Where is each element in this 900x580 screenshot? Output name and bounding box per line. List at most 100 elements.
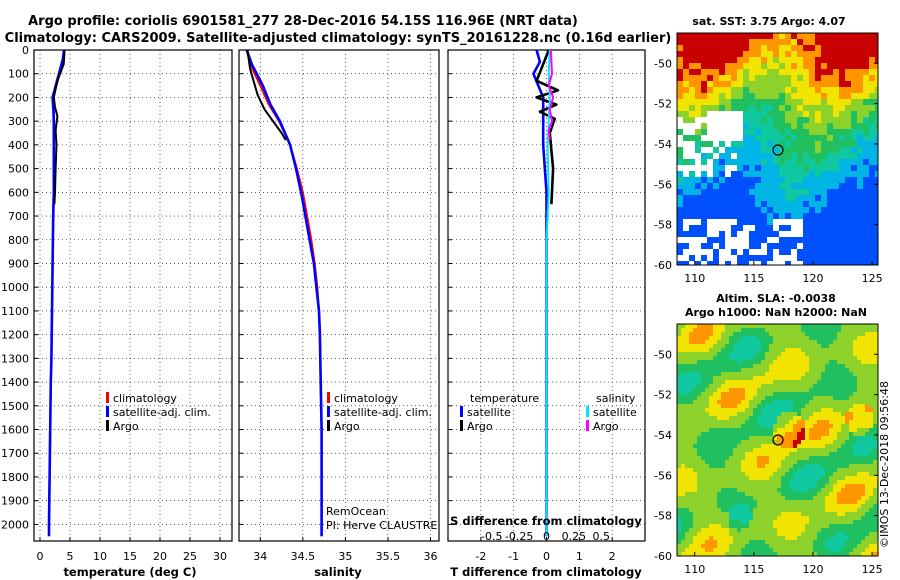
sla-cell (825, 536, 829, 540)
sst-cell (761, 81, 767, 87)
sla-cell (845, 380, 849, 384)
sla-cell (693, 380, 697, 384)
sla-cell (797, 412, 801, 416)
sla-cell (733, 364, 737, 368)
sst-cell (689, 93, 695, 99)
sst-cell (713, 129, 719, 135)
sla-cell (693, 404, 697, 408)
sst-cell (689, 147, 695, 153)
sla-cell (697, 428, 701, 432)
sst-cell (713, 105, 719, 111)
sla-cell (681, 532, 685, 536)
sla-cell (873, 432, 877, 436)
sla-cell (777, 364, 781, 368)
sla-cell (677, 504, 681, 508)
sla-cell (821, 532, 825, 536)
sla-cell (801, 484, 805, 488)
sla-cell (721, 400, 725, 404)
sla-cell (817, 512, 821, 516)
sla-cell (737, 540, 741, 544)
sst-cell (851, 87, 857, 93)
sst-cell (743, 141, 749, 147)
sla-cell (685, 360, 689, 364)
sst-cell (815, 153, 821, 159)
sla-cell (769, 480, 773, 484)
sla-cell (781, 544, 785, 548)
sst-cell (827, 81, 833, 87)
sst-cell (839, 45, 845, 51)
sla-cell (725, 356, 729, 360)
sla-cell (733, 424, 737, 428)
sla-cell (677, 540, 681, 544)
sst-cell (779, 231, 785, 237)
sst-cell (851, 51, 857, 57)
sla-cell (757, 456, 761, 460)
sla-cell (701, 368, 705, 372)
sla-cell (737, 460, 741, 464)
sst-cell (833, 141, 839, 147)
sla-cell (837, 436, 841, 440)
sst-cell (785, 87, 791, 93)
sla-cell (681, 428, 685, 432)
sla-cell (717, 364, 721, 368)
sla-cell (721, 512, 725, 516)
sst-cell (731, 45, 737, 51)
sla-cell (729, 488, 733, 492)
sla-cell (873, 440, 877, 444)
sla-cell (741, 444, 745, 448)
sla-cell (841, 524, 845, 528)
sla-cell (757, 328, 761, 332)
sst-cell (863, 141, 869, 147)
sla-cell (761, 496, 765, 500)
sla-cell (817, 520, 821, 524)
sla-cell (841, 464, 845, 468)
sla-cell (753, 444, 757, 448)
sla-cell (773, 544, 777, 548)
sla-cell (705, 432, 709, 436)
sla-cell (769, 400, 773, 404)
sla-cell (769, 420, 773, 424)
sla-cell (717, 516, 721, 520)
sla-cell (741, 496, 745, 500)
sla-cell (713, 452, 717, 456)
sla-cell (689, 512, 693, 516)
sla-cell (737, 392, 741, 396)
sla-cell (849, 448, 853, 452)
sst-cell (791, 141, 797, 147)
sla-cell (857, 516, 861, 520)
sst-cell (821, 195, 827, 201)
sst-cell (767, 129, 773, 135)
sla-cell (809, 488, 813, 492)
sla-cell (717, 420, 721, 424)
sla-cell (721, 392, 725, 396)
sla-cell (765, 516, 769, 520)
s-diff-tick-label: -0.25 (505, 530, 533, 543)
sla-cell (857, 388, 861, 392)
sla-cell (781, 368, 785, 372)
sla-cell (757, 468, 761, 472)
sla-cell (713, 520, 717, 524)
sla-cell (765, 372, 769, 376)
sla-cell (741, 412, 745, 416)
sla-cell (677, 324, 681, 328)
sla-cell (869, 448, 873, 452)
sst-cell (695, 93, 701, 99)
sst-cell (737, 171, 743, 177)
sla-cell (769, 412, 773, 416)
sla-cell (745, 456, 749, 460)
sla-cell (709, 476, 713, 480)
sla-cell (701, 396, 705, 400)
sla-cell (821, 432, 825, 436)
sst-cell (827, 213, 833, 219)
sst-cell (875, 219, 878, 225)
sst-cell (767, 33, 773, 39)
sst-cell (815, 159, 821, 165)
sst-cell (827, 135, 833, 141)
sla-cell (841, 472, 845, 476)
sst-cell (845, 141, 851, 147)
sla-cell (761, 372, 765, 376)
sla-cell (761, 544, 765, 548)
sst-cell (737, 123, 743, 129)
sla-cell (701, 384, 705, 388)
sst-cell (875, 165, 878, 171)
